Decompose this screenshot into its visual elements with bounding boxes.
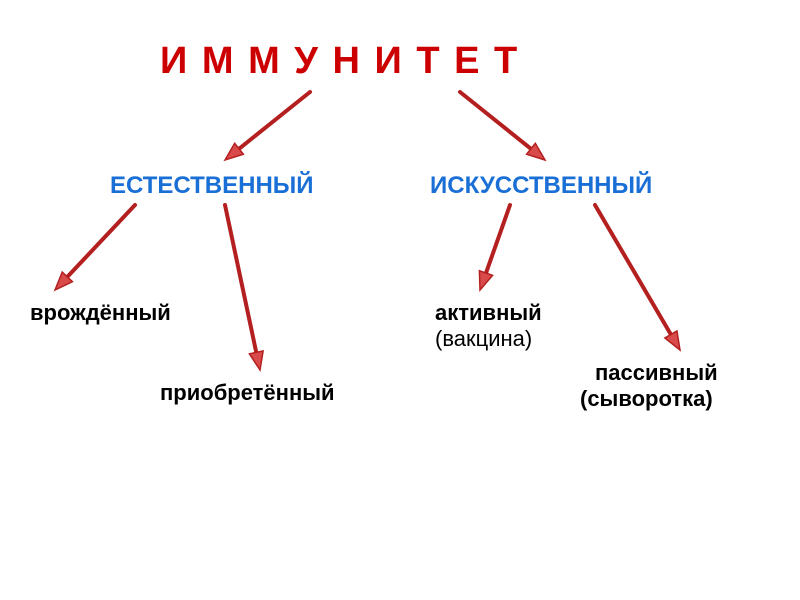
node-acquired: приобретённый xyxy=(160,380,335,406)
arrow-shaft xyxy=(595,205,671,334)
arrow-shaft xyxy=(225,205,256,352)
arrow-shaft xyxy=(239,92,310,149)
arrow-shaft xyxy=(460,92,531,149)
node-passive-line2: (сыворотка) xyxy=(580,386,713,412)
node-active-line2: (вакцина) xyxy=(435,326,532,352)
diagram-title: И М М У Н И Т Е Т xyxy=(160,40,519,83)
arrow-head xyxy=(665,331,680,350)
arrow-head xyxy=(249,351,263,370)
node-natural: ЕСТЕСТВЕННЫЙ xyxy=(110,172,314,200)
arrow-head xyxy=(479,271,492,290)
node-artificial: ИСКУССТВЕННЫЙ xyxy=(430,172,652,200)
diagram-root: И М М У Н И Т Е Т ЕСТЕСТВЕННЫЙ ИСКУССТВЕ… xyxy=(0,0,800,600)
node-innate: врождённый xyxy=(30,300,171,326)
node-active-line1: активный xyxy=(435,300,542,326)
arrow-shaft xyxy=(67,205,135,277)
arrow-shaft xyxy=(486,205,510,273)
node-passive-line1: пассивный xyxy=(595,360,718,386)
